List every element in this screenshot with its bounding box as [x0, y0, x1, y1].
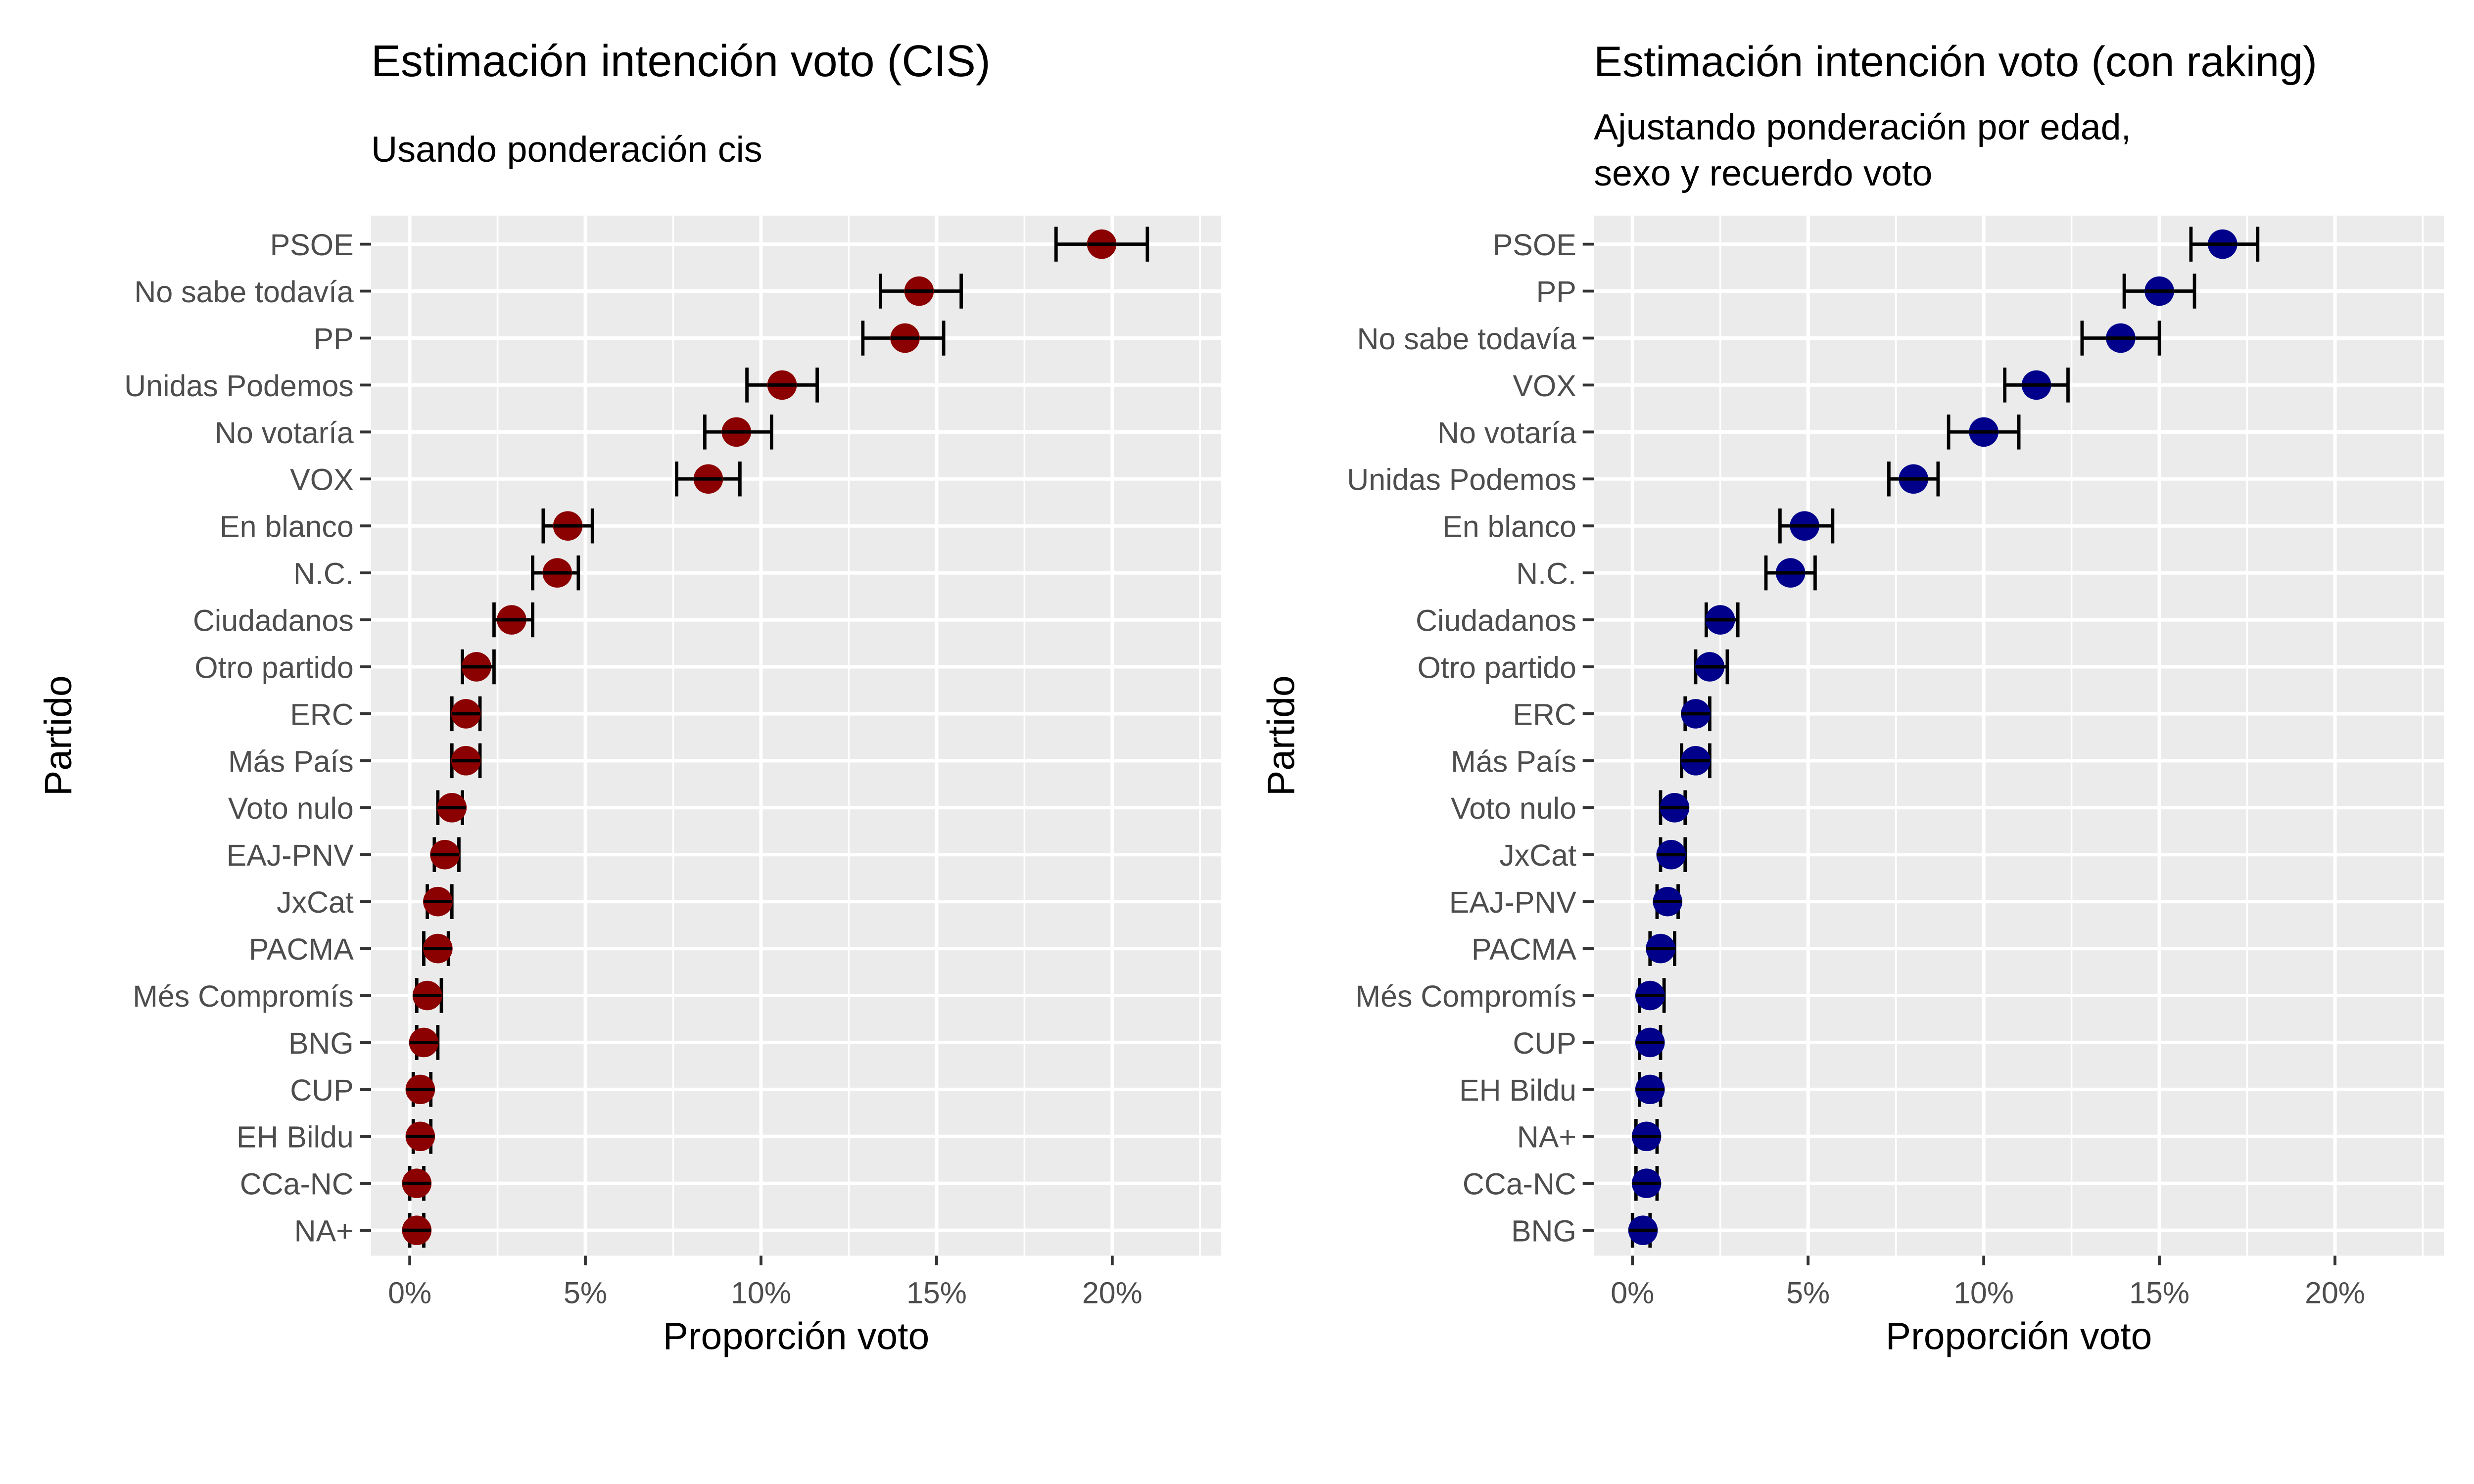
x-tick-label: 5%	[564, 1276, 607, 1310]
y-tick-label: PACMA	[1472, 932, 1576, 966]
chart-figure: Estimación intención voto (CIS) Usando po…	[37, 37, 2444, 1358]
x-tick-label: 0%	[388, 1276, 431, 1310]
y-axis-label: Partido	[1260, 675, 1302, 796]
y-tick-label: No votaría	[1437, 416, 1576, 450]
plot-background	[371, 215, 1221, 1256]
chart-subtitle: sexo y recuerdo voto	[1594, 152, 1932, 193]
y-tick-label: N.C.	[1516, 557, 1576, 591]
y-tick-label: ERC	[290, 697, 354, 731]
y-tick-label: PP	[314, 322, 354, 356]
x-tick-label: 10%	[731, 1276, 791, 1310]
y-tick-label: ERC	[1513, 697, 1576, 731]
plot-background	[1594, 215, 2444, 1256]
y-tick-label: CUP	[1513, 1026, 1576, 1060]
y-tick-label: EAJ-PNV	[227, 838, 354, 872]
y-tick-label: Voto nulo	[1451, 791, 1576, 825]
y-tick-label: Voto nulo	[228, 791, 354, 825]
y-tick-label: Ciudadanos	[193, 603, 354, 637]
y-tick-label: PACMA	[249, 932, 354, 966]
chart-subtitle: Usando ponderación cis	[371, 129, 762, 170]
y-tick-label: NA+	[294, 1214, 354, 1248]
y-tick-label: Otro partido	[194, 650, 353, 684]
y-tick-label: CCa-NC	[1463, 1167, 1576, 1201]
y-tick-label: No sabe todavía	[134, 275, 353, 309]
x-tick-label: 20%	[1082, 1276, 1142, 1310]
x-tick-label: 15%	[2129, 1276, 2189, 1310]
y-tick-label: EH Bildu	[237, 1120, 354, 1154]
y-tick-label: En blanco	[1442, 510, 1576, 544]
y-tick-label: Más País	[228, 744, 354, 778]
y-tick-label: No votaría	[215, 416, 354, 450]
y-tick-label: VOX	[290, 463, 354, 497]
x-tick-label: 5%	[1786, 1276, 1830, 1310]
y-tick-label: Unidas Podemos	[124, 369, 354, 403]
x-tick-label: 10%	[1953, 1276, 2014, 1310]
y-tick-label: No sabe todavía	[1357, 322, 1576, 356]
y-tick-label: CUP	[290, 1073, 354, 1107]
y-tick-label: Més Compromís	[133, 979, 354, 1013]
x-tick-label: 20%	[2305, 1276, 2365, 1310]
y-tick-label: JxCat	[277, 885, 354, 919]
y-tick-label: BNG	[1511, 1214, 1576, 1248]
y-tick-label: Más País	[1451, 744, 1576, 778]
chart-title: Estimación intención voto (CIS)	[371, 37, 991, 86]
y-tick-label: N.C.	[293, 557, 354, 591]
x-tick-label: 15%	[906, 1276, 967, 1310]
y-tick-label: En blanco	[220, 510, 354, 544]
y-tick-label: PSOE	[270, 228, 354, 262]
panel-1: Estimación intención voto (CIS) Usando po…	[37, 37, 1221, 1358]
chart-title: Estimación intención voto (con raking)	[1594, 38, 2317, 86]
y-tick-label: BNG	[288, 1026, 354, 1060]
y-tick-label: VOX	[1513, 369, 1576, 403]
y-tick-label: PP	[1536, 275, 1576, 309]
x-axis-label: Proporción voto	[663, 1315, 930, 1358]
x-tick-label: 0%	[1611, 1276, 1654, 1310]
y-tick-label: Unidas Podemos	[1347, 463, 1576, 497]
y-tick-label: Més Compromís	[1355, 979, 1576, 1013]
y-tick-label: CCa-NC	[240, 1167, 354, 1201]
y-tick-label: Ciudadanos	[1416, 603, 1576, 637]
y-tick-label: JxCat	[1499, 838, 1576, 872]
y-tick-label: EH Bildu	[1459, 1073, 1576, 1107]
y-tick-label: NA+	[1517, 1120, 1576, 1154]
y-tick-label: PSOE	[1493, 228, 1576, 262]
y-tick-label: EAJ-PNV	[1449, 885, 1576, 919]
panel-2: Estimación intención voto (con raking) Aj…	[1260, 38, 2444, 1358]
chart-subtitle: Ajustando ponderación por edad,	[1594, 106, 2131, 147]
x-axis-label: Proporción voto	[1886, 1315, 2152, 1358]
y-axis-label: Partido	[37, 675, 80, 796]
y-tick-label: Otro partido	[1417, 650, 1576, 684]
